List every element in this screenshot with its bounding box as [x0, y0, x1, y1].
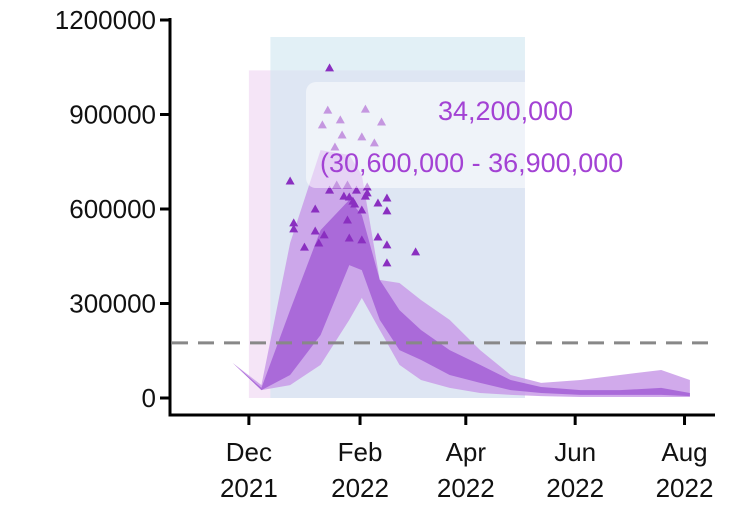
observed-point: [373, 232, 383, 241]
x-tick-label: Apr: [446, 437, 487, 467]
observed-point: [339, 191, 349, 200]
annotation-box: [306, 82, 736, 188]
observed-point: [314, 238, 324, 247]
y-tick-label: 900000: [69, 99, 156, 129]
x-tick-label: 2022: [656, 473, 714, 503]
annotation-value: 34,200,000: [438, 96, 573, 126]
x-tick-label: 2022: [331, 473, 389, 503]
annotation-range: (30,600,000 - 36,900,000: [320, 148, 623, 178]
x-tick-label: Feb: [338, 437, 383, 467]
observed-point: [382, 258, 392, 267]
observed-point: [351, 185, 361, 194]
observed-point: [357, 235, 367, 244]
observed-point: [382, 240, 392, 249]
x-tick-label: 2021: [220, 473, 278, 503]
observed-point: [285, 176, 295, 185]
observed-point: [344, 233, 354, 242]
inner-interval-band: [232, 199, 690, 397]
observed-point: [325, 185, 335, 194]
observed-point: [357, 205, 367, 214]
observed-point: [382, 193, 392, 202]
observed-point: [373, 198, 383, 207]
x-tick-label: Jun: [554, 437, 596, 467]
observed-point: [319, 230, 329, 239]
observed-point: [310, 204, 320, 213]
y-tick-label: 1200000: [55, 5, 156, 35]
x-tick-label: 2022: [437, 473, 495, 503]
observed-point: [382, 206, 392, 215]
x-tick-label: 2022: [546, 473, 604, 503]
observed-point: [325, 63, 335, 72]
x-tick-label: Dec: [226, 437, 272, 467]
observed-point: [289, 218, 299, 227]
y-tick-label: 300000: [69, 288, 156, 318]
observed-point: [362, 188, 372, 197]
observed-point: [342, 215, 352, 224]
x-tick-label: Aug: [661, 437, 707, 467]
observed-point: [344, 192, 354, 201]
observed-point: [299, 242, 309, 251]
observed-point: [289, 224, 299, 233]
observed-point: [310, 226, 320, 235]
observed-point: [411, 247, 421, 256]
observed-point: [350, 199, 360, 208]
y-tick-label: 600000: [69, 194, 156, 224]
y-tick-label: 0: [142, 383, 156, 413]
